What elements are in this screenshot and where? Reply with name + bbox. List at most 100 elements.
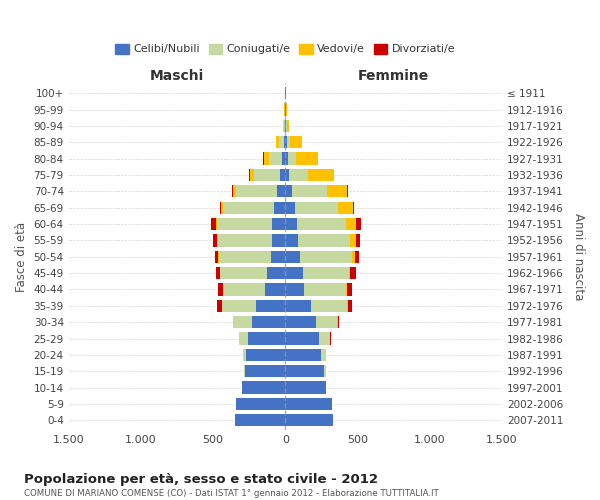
Bar bbox=[235, 414, 286, 426]
Bar bbox=[286, 398, 332, 410]
Bar bbox=[298, 234, 350, 246]
Bar bbox=[217, 300, 221, 312]
Bar bbox=[302, 267, 349, 279]
Bar bbox=[284, 120, 286, 132]
Legend: Celibi/Nubili, Coniugati/e, Vedovi/e, Divorziati/e: Celibi/Nubili, Coniugati/e, Vedovi/e, Di… bbox=[112, 40, 458, 58]
Bar bbox=[286, 332, 319, 344]
Bar bbox=[286, 185, 292, 198]
Bar bbox=[287, 136, 290, 148]
Bar bbox=[286, 267, 302, 279]
Bar bbox=[297, 218, 346, 230]
Bar bbox=[338, 316, 339, 328]
Bar bbox=[286, 316, 316, 328]
Bar bbox=[216, 218, 217, 230]
Bar bbox=[349, 267, 350, 279]
Bar bbox=[263, 152, 269, 164]
Bar bbox=[279, 136, 284, 148]
Bar bbox=[215, 250, 218, 263]
Bar bbox=[295, 202, 338, 214]
Bar bbox=[269, 152, 283, 164]
Bar bbox=[338, 202, 353, 214]
Bar bbox=[283, 152, 286, 164]
Bar bbox=[215, 267, 220, 279]
Bar bbox=[286, 169, 289, 181]
Bar bbox=[350, 234, 356, 246]
Bar bbox=[286, 300, 311, 312]
Bar bbox=[218, 250, 219, 263]
Bar bbox=[286, 250, 300, 263]
Bar bbox=[350, 267, 356, 279]
Bar bbox=[242, 382, 286, 394]
Bar bbox=[286, 382, 326, 394]
Y-axis label: Fasce di età: Fasce di età bbox=[15, 222, 28, 292]
Bar bbox=[236, 185, 277, 198]
Bar bbox=[266, 267, 286, 279]
Y-axis label: Anni di nascita: Anni di nascita bbox=[572, 213, 585, 300]
Bar bbox=[286, 218, 297, 230]
Bar bbox=[232, 185, 233, 198]
Bar bbox=[223, 202, 274, 214]
Bar bbox=[286, 120, 287, 132]
Bar bbox=[277, 185, 286, 198]
Bar bbox=[296, 152, 318, 164]
Bar bbox=[219, 250, 271, 263]
Bar bbox=[283, 120, 284, 132]
Bar bbox=[222, 300, 256, 312]
Bar bbox=[220, 202, 221, 214]
Bar bbox=[284, 136, 286, 148]
Bar bbox=[348, 300, 352, 312]
Bar bbox=[290, 136, 302, 148]
Bar bbox=[274, 202, 286, 214]
Bar bbox=[217, 234, 218, 246]
Bar bbox=[326, 185, 347, 198]
Bar bbox=[244, 365, 245, 378]
Bar bbox=[322, 349, 326, 361]
Bar bbox=[286, 414, 333, 426]
Bar bbox=[286, 284, 304, 296]
Bar bbox=[319, 332, 330, 344]
Bar bbox=[256, 300, 286, 312]
Bar bbox=[249, 169, 250, 181]
Bar bbox=[244, 349, 247, 361]
Bar bbox=[286, 349, 322, 361]
Bar bbox=[245, 365, 286, 378]
Bar bbox=[325, 365, 326, 378]
Bar bbox=[347, 284, 352, 296]
Bar bbox=[218, 284, 223, 296]
Bar bbox=[280, 169, 286, 181]
Bar bbox=[286, 136, 287, 148]
Bar bbox=[271, 250, 286, 263]
Bar bbox=[217, 218, 272, 230]
Bar bbox=[254, 169, 280, 181]
Bar bbox=[218, 234, 272, 246]
Bar bbox=[355, 250, 359, 263]
Bar bbox=[352, 250, 355, 263]
Bar bbox=[233, 185, 236, 198]
Text: Femmine: Femmine bbox=[358, 68, 430, 82]
Bar bbox=[286, 152, 287, 164]
Bar bbox=[223, 284, 265, 296]
Bar bbox=[311, 300, 347, 312]
Bar bbox=[211, 218, 216, 230]
Text: Popolazione per età, sesso e stato civile - 2012: Popolazione per età, sesso e stato civil… bbox=[24, 472, 378, 486]
Bar bbox=[346, 218, 356, 230]
Bar bbox=[239, 332, 248, 344]
Text: COMUNE DI MARIANO COMENSE (CO) - Dati ISTAT 1° gennaio 2012 - Elaborazione TUTTI: COMUNE DI MARIANO COMENSE (CO) - Dati IS… bbox=[24, 489, 439, 498]
Bar bbox=[248, 332, 286, 344]
Bar bbox=[316, 316, 337, 328]
Bar bbox=[252, 316, 286, 328]
Bar bbox=[287, 152, 296, 164]
Bar bbox=[233, 316, 252, 328]
Bar bbox=[236, 398, 286, 410]
Bar bbox=[286, 234, 298, 246]
Bar bbox=[286, 202, 295, 214]
Bar bbox=[289, 169, 308, 181]
Bar bbox=[346, 284, 347, 296]
Bar bbox=[292, 185, 326, 198]
Bar bbox=[221, 202, 223, 214]
Bar bbox=[213, 234, 217, 246]
Bar bbox=[276, 136, 279, 148]
Bar bbox=[272, 234, 286, 246]
Bar bbox=[308, 169, 334, 181]
Bar bbox=[272, 218, 286, 230]
